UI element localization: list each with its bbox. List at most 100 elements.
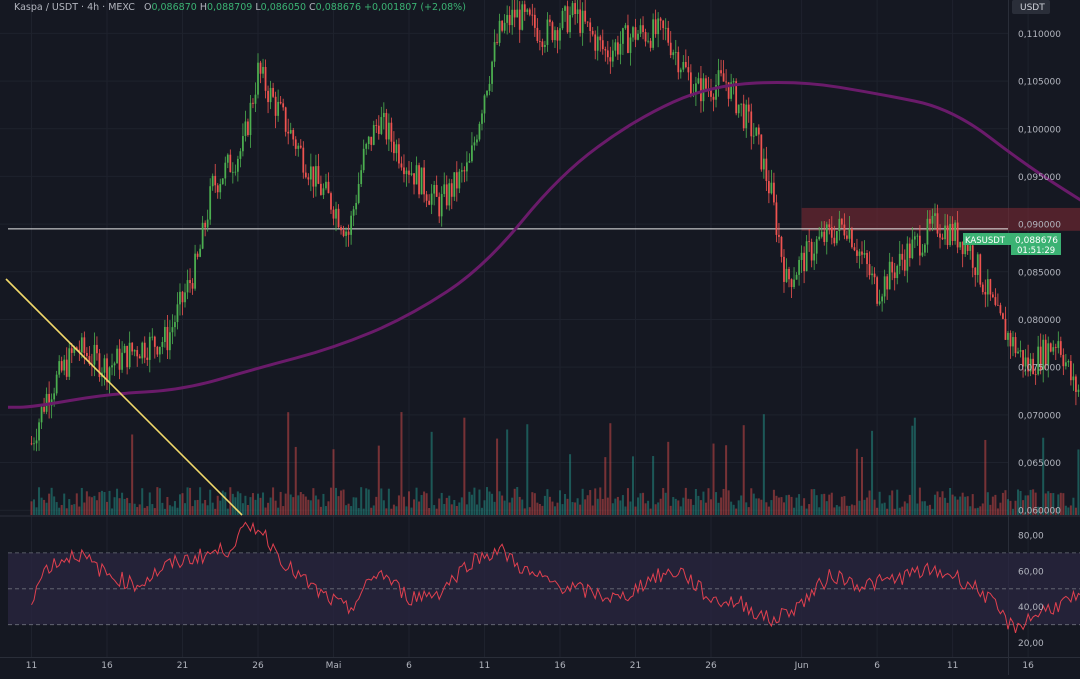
volume-bar: [921, 501, 923, 515]
volume-bar: [330, 488, 332, 515]
volume-bar: [607, 498, 609, 515]
volume-bar: [207, 505, 209, 515]
volume-bar: [634, 507, 636, 515]
volume-bar: [489, 492, 491, 515]
candle-body: [116, 349, 118, 364]
low-value: 0,086050: [261, 2, 306, 13]
volume-bar: [51, 488, 53, 515]
candle-body: [109, 367, 111, 382]
candle-body: [813, 254, 815, 261]
candle-body: [272, 88, 274, 97]
candle-body: [388, 123, 390, 140]
volume-bar: [758, 498, 760, 515]
volume-bar: [438, 498, 440, 515]
candle-body: [267, 91, 269, 102]
candle-body: [234, 172, 236, 173]
candle-body: [554, 30, 556, 40]
volume-bar: [911, 426, 913, 515]
time-tick-label: 21: [177, 661, 188, 671]
candle-body: [368, 137, 370, 144]
candle-body: [207, 220, 209, 228]
volume-bar: [139, 504, 141, 515]
candle-body: [154, 337, 156, 347]
candle-body: [614, 42, 616, 50]
candle-body: [378, 126, 380, 134]
candle-body: [625, 25, 627, 28]
candle-body: [914, 236, 916, 239]
volume-bar: [791, 497, 793, 515]
volume-bar: [385, 508, 387, 515]
candle-body: [952, 224, 954, 241]
volume-bar: [340, 491, 342, 515]
volume-bar: [395, 506, 397, 515]
volume-bar: [393, 505, 395, 515]
candle-body: [260, 63, 262, 74]
volume-bar: [793, 508, 795, 515]
candle-body: [1060, 341, 1062, 355]
candle-body: [312, 166, 314, 186]
candle-body: [786, 269, 788, 282]
volume-bar: [192, 506, 194, 515]
volume-bar: [559, 490, 561, 515]
candle-body: [806, 241, 808, 271]
candle-body: [927, 219, 929, 245]
time-tick-label: 16: [1022, 661, 1034, 671]
volume-bar: [431, 432, 433, 515]
volume-bar: [504, 501, 506, 515]
candle-body: [275, 97, 277, 116]
candle-body: [446, 184, 448, 205]
volume-bar: [166, 497, 168, 515]
candle-body: [300, 146, 302, 148]
volume-bar: [411, 508, 413, 515]
volume-bar: [977, 508, 979, 515]
candle-body: [255, 95, 257, 104]
candle-body: [204, 223, 206, 228]
candle-body: [871, 274, 873, 276]
candle-body: [209, 186, 211, 219]
candle-body: [1057, 341, 1059, 348]
volume-bar: [821, 494, 823, 515]
symbol-label[interactable]: Kaspa / USDT · 4h · MEXC: [14, 2, 135, 13]
candle-body: [690, 72, 692, 95]
candle-body: [453, 172, 455, 197]
candle-body: [184, 292, 186, 302]
candle-body: [932, 216, 934, 224]
volume-bar: [519, 497, 521, 515]
candle-body: [144, 343, 146, 358]
volume-bar: [627, 488, 629, 515]
volume-bar: [187, 487, 189, 515]
candle-body: [547, 20, 549, 45]
volume-bar: [252, 493, 254, 515]
volume-bar: [358, 508, 360, 515]
candle-body: [823, 232, 825, 242]
volume-bar: [655, 504, 657, 515]
candle-body: [771, 183, 773, 194]
volume-bar: [116, 489, 118, 515]
volume-bar: [295, 447, 297, 515]
volume-bar: [685, 488, 687, 515]
volume-bar: [194, 500, 196, 515]
volume-bar: [202, 503, 204, 515]
candle-body: [257, 63, 259, 95]
volume-bar: [624, 507, 626, 515]
candle-body: [232, 172, 234, 173]
volume-bar: [1012, 509, 1014, 515]
candle-body: [713, 97, 715, 100]
volume-bar: [151, 504, 153, 515]
volume-bar: [350, 506, 352, 515]
candle-body: [567, 6, 569, 32]
candle-body: [182, 292, 184, 302]
volume-bar: [134, 504, 136, 515]
candle-body: [325, 182, 327, 189]
candle-body: [677, 52, 679, 72]
volume-bar: [390, 509, 392, 515]
volume-bar: [36, 507, 38, 515]
candle-body: [592, 31, 594, 34]
volume-bar: [632, 456, 634, 515]
candle-body: [851, 229, 853, 247]
candle-body: [292, 130, 294, 139]
candle-body: [574, 3, 576, 14]
candle-body: [36, 440, 38, 443]
